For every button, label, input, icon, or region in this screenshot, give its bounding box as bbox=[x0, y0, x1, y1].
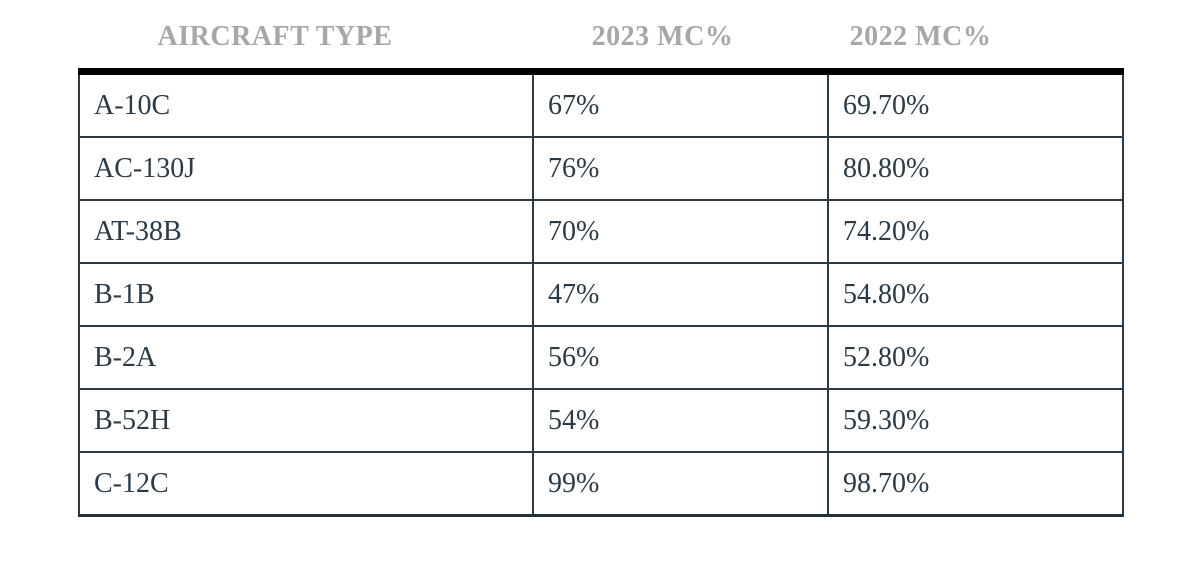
aircraft-type-cell: B-52H bbox=[78, 388, 534, 453]
table-row: AT-38B 70% 74.20% bbox=[78, 199, 1124, 264]
mc-2023-cell: 47% bbox=[532, 262, 829, 327]
mc-2023-cell: 99% bbox=[532, 451, 829, 517]
table-row: C-12C 99% 98.70% bbox=[78, 451, 1124, 517]
mc-2023-cell: 67% bbox=[532, 70, 829, 138]
mc-2023-cell: 54% bbox=[532, 388, 829, 453]
aircraft-type-cell: B-2A bbox=[78, 325, 534, 390]
aircraft-type-cell: B-1B bbox=[78, 262, 534, 327]
table-row: AC-130J 76% 80.80% bbox=[78, 136, 1124, 201]
mc-2023-cell: 70% bbox=[532, 199, 829, 264]
mc-2022-cell: 54.80% bbox=[827, 262, 1124, 327]
table-row: B-52H 54% 59.30% bbox=[78, 388, 1124, 453]
aircraft-type-cell: AC-130J bbox=[78, 136, 534, 201]
table-column-headers: AIRCRAFT TYPE 2023 MC% 2022 MC% bbox=[78, 20, 1122, 54]
aircraft-type-cell: C-12C bbox=[78, 451, 534, 517]
table-row: B-1B 47% 54.80% bbox=[78, 262, 1124, 327]
aircraft-type-cell: A-10C bbox=[78, 70, 534, 138]
column-header-2022-mc: 2022 MC% bbox=[849, 21, 992, 52]
column-header-2023-mc: 2023 MC% bbox=[591, 21, 734, 52]
mc-2022-cell: 52.80% bbox=[827, 325, 1124, 390]
mc-2022-cell: 69.70% bbox=[827, 70, 1124, 138]
mc-2022-cell: 74.20% bbox=[827, 199, 1124, 264]
mc-2023-cell: 56% bbox=[532, 325, 829, 390]
mc-2022-cell: 80.80% bbox=[827, 136, 1124, 201]
mc-2022-cell: 59.30% bbox=[827, 388, 1124, 453]
mc-2023-cell: 76% bbox=[532, 136, 829, 201]
table-row: A-10C 67% 69.70% bbox=[78, 70, 1124, 138]
table-row: B-2A 56% 52.80% bbox=[78, 325, 1124, 390]
mission-capable-rate-table: A-10C 67% 69.70% AC-130J 76% 80.80% AT-3… bbox=[78, 68, 1124, 517]
aircraft-type-cell: AT-38B bbox=[78, 199, 534, 264]
column-header-aircraft-type: AIRCRAFT TYPE bbox=[157, 21, 393, 52]
mc-2022-cell: 98.70% bbox=[827, 451, 1124, 517]
